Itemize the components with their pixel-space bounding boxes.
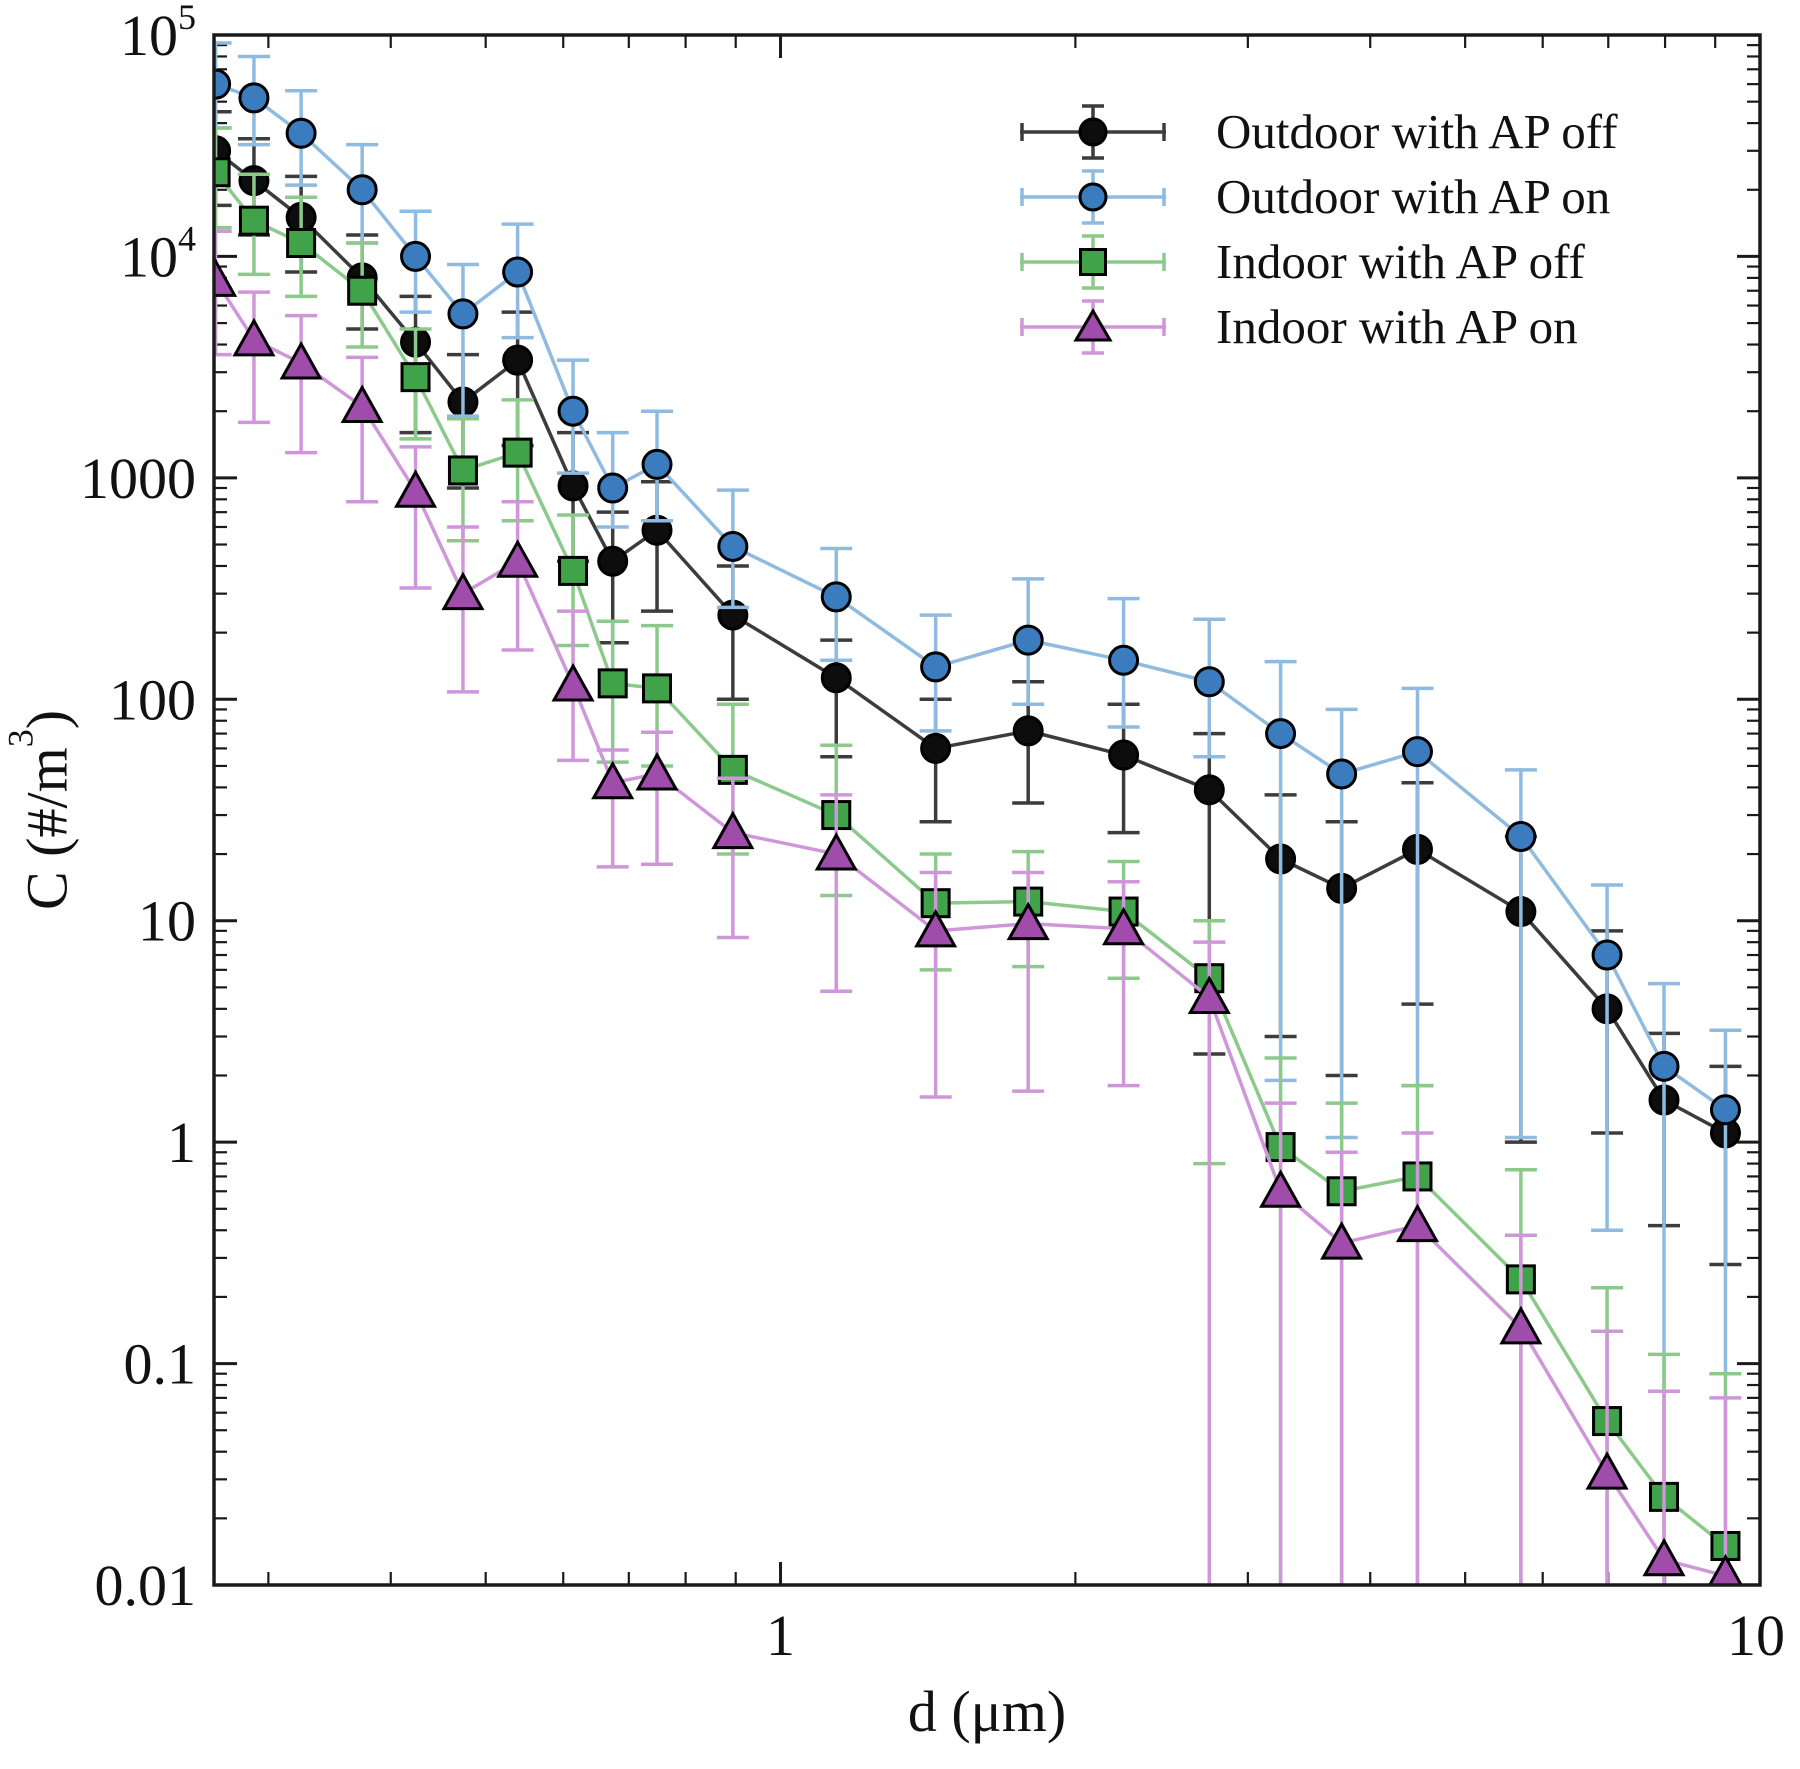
blue-circle-errorbar-icon [1020,168,1166,225]
data-point [641,448,673,480]
y-axis-title-superscript: 3 [0,729,41,748]
purple-triangle-errorbar-icon [1020,298,1166,355]
data-point [1265,718,1297,750]
y-axis-title-prefix: C (#/m [14,747,80,911]
data-point [1401,736,1433,768]
y-axis-title: C (#/m3) [1,709,81,911]
data-point [400,362,431,393]
data-point [597,668,628,699]
data-point [400,240,432,272]
data-point [1585,1451,1629,1490]
data-point [502,437,533,468]
data-point [1499,1305,1543,1345]
legend-item-outdoor-ap-on: Outdoor with AP on [1018,164,1618,229]
data-point [1108,739,1140,771]
data-point [1326,758,1358,790]
data-point [502,344,534,376]
legend-item-outdoor-ap-off: Outdoor with AP off [1018,99,1618,164]
x-tick-label: 1 [766,1603,795,1668]
data-point [502,256,534,288]
y-tick-label: 1 [167,1110,196,1175]
data-point [1012,624,1044,656]
data-point [447,298,479,330]
y-tick-label: 1000 [80,446,196,511]
legend-label: Indoor with AP on [1216,299,1578,354]
black-circle-errorbar-icon [1020,103,1166,160]
data-point [340,384,384,424]
y-tick-label: 100 [109,667,196,732]
data-point [557,395,589,427]
data-point [557,470,589,502]
data-point [551,662,595,702]
data-point [1006,901,1050,941]
data-point [1707,1553,1743,1585]
data-point [1709,1094,1741,1126]
data-point [1108,644,1140,676]
legend-label: Indoor with AP off [1216,234,1585,289]
axis-tick-labels: 105 104 1000 100 10 1 0.1 0.01 1 10 [80,0,1785,1668]
green-square-errorbar-icon [1020,233,1166,290]
data-point [820,662,852,694]
data-point [1642,1537,1686,1577]
legend-label: Outdoor with AP off [1216,104,1618,159]
data-point [914,908,958,948]
legend-item-indoor-ap-off: Indoor with AP off [1018,229,1618,294]
data-point [1591,939,1623,971]
data-point [346,174,378,206]
data-point [814,831,858,871]
plot-frame [212,33,1762,1587]
data-point [1259,1169,1303,1208]
legend-label: Outdoor with AP on [1216,169,1611,224]
data-point [920,732,952,764]
data-point [711,810,755,850]
y-tick-label: 104 [120,218,196,289]
y-tick-label: 0.1 [124,1332,197,1397]
series-indoor_ap_on [214,229,1743,1585]
data-point [286,227,317,258]
y-tick-label: 105 [120,0,196,68]
data-point [279,340,323,380]
data-point [238,205,269,236]
data-point [591,760,635,800]
data-point [1505,821,1537,853]
series-line [214,279,1726,1578]
data-point [496,539,540,578]
data-point [558,555,589,586]
data-point [238,82,270,114]
series-outdoor_ap_on [214,41,1742,1393]
data-point [920,651,952,683]
data-point [597,472,629,504]
x-axis-title: d (μm) [907,1679,1067,1744]
legend-item-indoor-ap-on: Indoor with AP on [1018,294,1618,359]
data-point [717,530,749,562]
data-point [441,571,485,611]
data-point [820,581,852,613]
data-point [635,751,679,791]
y-tick-label: 0.01 [95,1553,197,1618]
data-point [1187,975,1231,1015]
y-tick-label: 10 [138,889,196,954]
data-point [1193,774,1225,806]
data-point [1193,666,1225,698]
data-point [347,275,378,306]
data-point [1012,715,1044,747]
data-point [642,673,673,704]
legend: Outdoor with AP off Outdoor with AP on I… [1018,99,1618,359]
data-point [1395,1203,1440,1243]
data-point [232,317,276,357]
y-axis-title-suffix: ) [14,709,80,730]
data-point [1320,1221,1364,1260]
data-point [447,455,478,486]
data-point [285,117,317,149]
data-point [597,545,629,577]
data-point [1648,1050,1680,1082]
data-point [1102,906,1146,946]
data-point [393,469,438,508]
x-tick-label: 10 [1727,1603,1785,1668]
